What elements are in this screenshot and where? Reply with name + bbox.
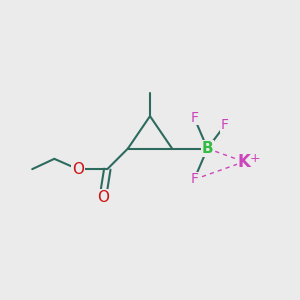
Text: F: F	[190, 111, 198, 124]
Text: K: K	[238, 153, 251, 171]
Text: O: O	[97, 190, 109, 205]
Text: +: +	[249, 152, 260, 165]
Text: O: O	[72, 162, 84, 177]
Text: B: B	[202, 141, 213, 156]
Text: F: F	[221, 118, 229, 132]
Text: F: F	[190, 172, 198, 186]
